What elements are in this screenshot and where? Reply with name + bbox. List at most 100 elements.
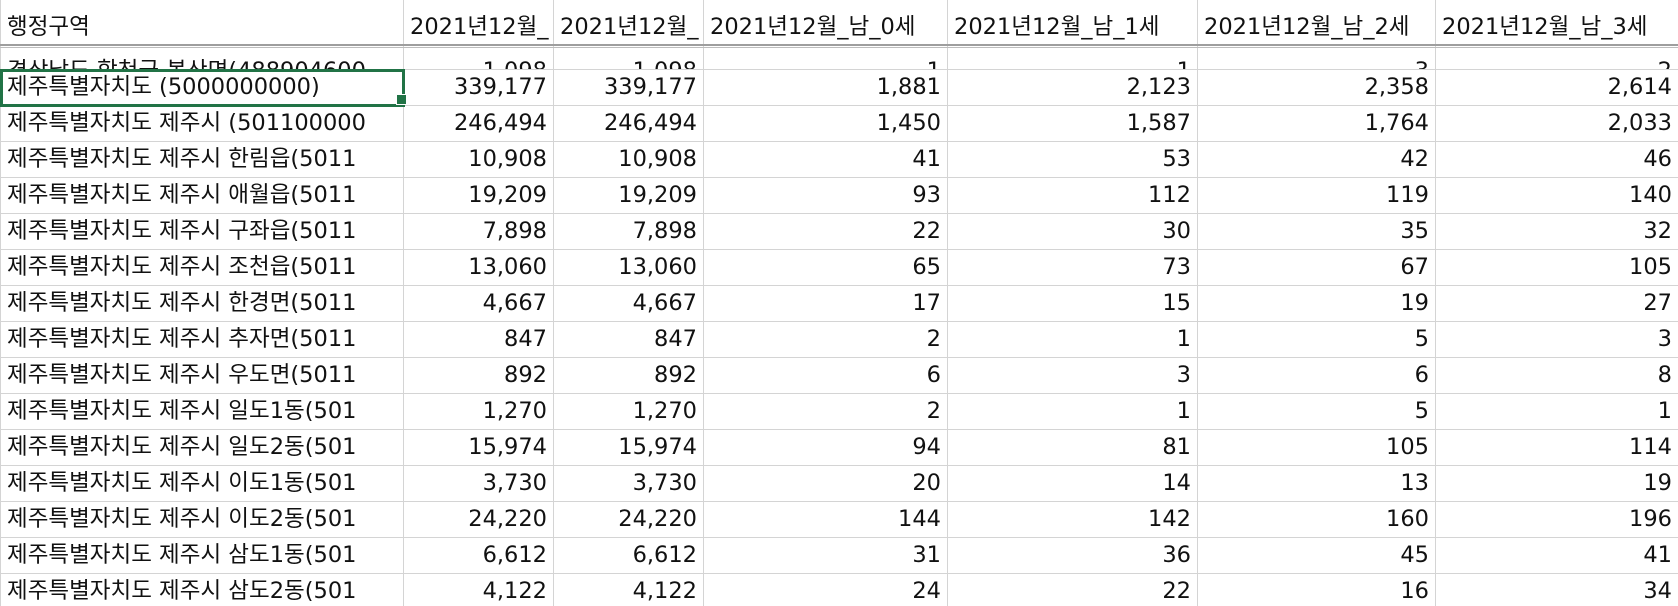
- cell-total[interactable]: 892: [403, 357, 554, 394]
- cell-region[interactable]: 제주특별자치도 제주시 구좌읍(5011: [0, 213, 404, 250]
- cell-region[interactable]: 제주특별자치도 제주시 일도2동(501: [0, 429, 404, 466]
- cell-total[interactable]: 4,667: [403, 285, 554, 322]
- cell-male-3[interactable]: 196: [1435, 501, 1678, 538]
- cell-male-1[interactable]: 22: [947, 573, 1198, 606]
- header-cell-male-1[interactable]: 2021년12월_남_1세: [947, 0, 1198, 48]
- cell-male-0[interactable]: 1,450: [703, 105, 948, 142]
- cell-region[interactable]: 제주특별자치도 제주시 이도1동(501: [0, 465, 404, 502]
- cell-total2[interactable]: 3,730: [553, 465, 704, 502]
- header-cell-male-3[interactable]: 2021년12월_남_3세: [1435, 0, 1678, 48]
- cell-total[interactable]: 7,898: [403, 213, 554, 250]
- cell-male-3[interactable]: 114: [1435, 429, 1678, 466]
- cell-male-2[interactable]: 42: [1197, 141, 1436, 178]
- cell-male-0[interactable]: 17: [703, 285, 948, 322]
- cell-total2[interactable]: 339,177: [553, 69, 704, 106]
- cell-region[interactable]: 제주특별자치도 제주시 애월읍(5011: [0, 177, 404, 214]
- cell-male-3[interactable]: 32: [1435, 213, 1678, 250]
- cell-region[interactable]: 경상남도 합천군 봉산면(488904600: [0, 47, 404, 70]
- cell-male-3[interactable]: 34: [1435, 573, 1678, 606]
- cell-region[interactable]: 제주특별자치도 제주시 조천읍(5011: [0, 249, 404, 286]
- header-cell-total2[interactable]: 2021년12월_: [553, 0, 704, 48]
- cell-total2[interactable]: 6,612: [553, 537, 704, 574]
- cell-total2[interactable]: 7,898: [553, 213, 704, 250]
- cell-male-3[interactable]: 41: [1435, 537, 1678, 574]
- cell-male-0[interactable]: 22: [703, 213, 948, 250]
- cell-total2[interactable]: 1,270: [553, 393, 704, 430]
- cell-male-2[interactable]: 13: [1197, 465, 1436, 502]
- cell-male-2[interactable]: 35: [1197, 213, 1436, 250]
- cell-male-0[interactable]: 1: [703, 47, 948, 70]
- cell-total2[interactable]: 24,220: [553, 501, 704, 538]
- cell-total[interactable]: 24,220: [403, 501, 554, 538]
- cell-male-1[interactable]: 112: [947, 177, 1198, 214]
- cell-total[interactable]: 847: [403, 321, 554, 358]
- cell-male-2[interactable]: 19: [1197, 285, 1436, 322]
- header-cell-region[interactable]: 행정구역: [0, 0, 404, 48]
- cell-male-3[interactable]: 27: [1435, 285, 1678, 322]
- cell-male-0[interactable]: 6: [703, 357, 948, 394]
- cell-total2[interactable]: 246,494: [553, 105, 704, 142]
- cell-male-0[interactable]: 20: [703, 465, 948, 502]
- cell-male-1[interactable]: 1: [947, 393, 1198, 430]
- cell-male-0[interactable]: 93: [703, 177, 948, 214]
- cell-region[interactable]: 제주특별자치도 제주시 한림읍(5011: [0, 141, 404, 178]
- cell-male-0[interactable]: 2: [703, 393, 948, 430]
- cell-male-2[interactable]: 3: [1197, 47, 1436, 70]
- cell-male-3[interactable]: 140: [1435, 177, 1678, 214]
- cell-male-2[interactable]: 105: [1197, 429, 1436, 466]
- cell-male-2[interactable]: 67: [1197, 249, 1436, 286]
- cell-male-2[interactable]: 6: [1197, 357, 1436, 394]
- cell-male-3[interactable]: 105: [1435, 249, 1678, 286]
- cell-total2[interactable]: 15,974: [553, 429, 704, 466]
- cell-male-1[interactable]: 2,123: [947, 69, 1198, 106]
- cell-total[interactable]: 1,270: [403, 393, 554, 430]
- cell-total2[interactable]: 4,122: [553, 573, 704, 606]
- cell-total[interactable]: 3,730: [403, 465, 554, 502]
- cell-male-0[interactable]: 2: [703, 321, 948, 358]
- cell-region[interactable]: 제주특별자치도 제주시 일도1동(501: [0, 393, 404, 430]
- cell-male-2[interactable]: 160: [1197, 501, 1436, 538]
- cell-male-1[interactable]: 81: [947, 429, 1198, 466]
- cell-region[interactable]: 제주특별자치도 제주시 삼도1동(501: [0, 537, 404, 574]
- cell-male-1[interactable]: 73: [947, 249, 1198, 286]
- cell-male-0[interactable]: 144: [703, 501, 948, 538]
- cell-male-1[interactable]: 1: [947, 321, 1198, 358]
- cell-male-3[interactable]: 3: [1435, 321, 1678, 358]
- cell-male-0[interactable]: 41: [703, 141, 948, 178]
- cell-male-3[interactable]: 2,614: [1435, 69, 1678, 106]
- cell-total[interactable]: 13,060: [403, 249, 554, 286]
- cell-total2[interactable]: 847: [553, 321, 704, 358]
- cell-male-2[interactable]: 5: [1197, 321, 1436, 358]
- cell-total2[interactable]: 13,060: [553, 249, 704, 286]
- cell-total[interactable]: 339,177: [403, 69, 554, 106]
- cell-male-2[interactable]: 119: [1197, 177, 1436, 214]
- header-cell-male-0[interactable]: 2021년12월_남_0세: [703, 0, 948, 48]
- cell-male-3[interactable]: 8: [1435, 357, 1678, 394]
- cell-total[interactable]: 19,209: [403, 177, 554, 214]
- cell-total[interactable]: 4,122: [403, 573, 554, 606]
- cell-region[interactable]: 제주특별자치도 제주시 한경면(5011: [0, 285, 404, 322]
- cell-male-0[interactable]: 31: [703, 537, 948, 574]
- fill-handle[interactable]: [396, 94, 407, 105]
- cell-total[interactable]: 1,098: [403, 47, 554, 70]
- cell-male-2[interactable]: 16: [1197, 573, 1436, 606]
- cell-region[interactable]: 제주특별자치도 제주시 추자면(5011: [0, 321, 404, 358]
- cell-male-2[interactable]: 2,358: [1197, 69, 1436, 106]
- cell-male-0[interactable]: 24: [703, 573, 948, 606]
- cell-region[interactable]: 제주특별자치도 (5000000000): [0, 68, 405, 107]
- cell-region[interactable]: 제주특별자치도 제주시 삼도2동(501: [0, 573, 404, 606]
- cell-total[interactable]: 6,612: [403, 537, 554, 574]
- cell-male-1[interactable]: 15: [947, 285, 1198, 322]
- cell-male-3[interactable]: 19: [1435, 465, 1678, 502]
- cell-male-3[interactable]: 46: [1435, 141, 1678, 178]
- cell-male-1[interactable]: 1,587: [947, 105, 1198, 142]
- cell-male-3[interactable]: 1: [1435, 393, 1678, 430]
- cell-total[interactable]: 15,974: [403, 429, 554, 466]
- cell-male-1[interactable]: 53: [947, 141, 1198, 178]
- cell-region[interactable]: 제주특별자치도 제주시 이도2동(501: [0, 501, 404, 538]
- cell-male-2[interactable]: 1,764: [1197, 105, 1436, 142]
- cell-male-3[interactable]: 2: [1435, 47, 1678, 70]
- cell-total2[interactable]: 4,667: [553, 285, 704, 322]
- cell-male-3[interactable]: 2,033: [1435, 105, 1678, 142]
- cell-male-0[interactable]: 65: [703, 249, 948, 286]
